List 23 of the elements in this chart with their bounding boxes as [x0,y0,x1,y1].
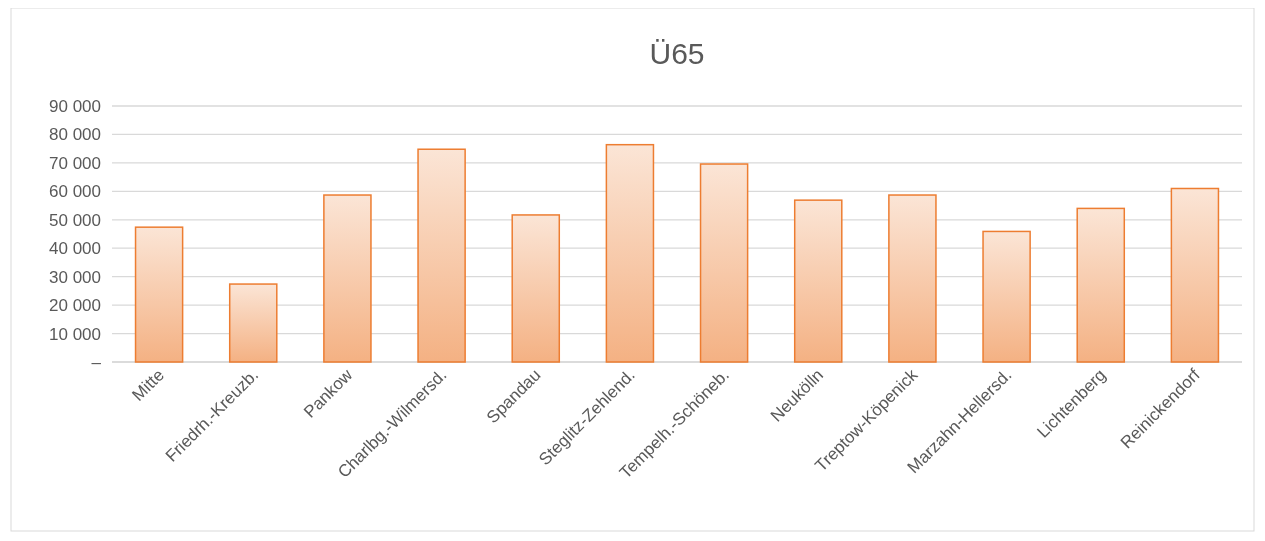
bar [1170,187,1220,363]
y-tick-label: 40 000 [49,239,101,259]
bar [699,163,749,363]
bar [605,143,655,363]
bar [511,214,561,363]
y-tick-label: 70 000 [49,153,101,173]
y-tick-label: – [91,352,102,372]
chart-title: Ü65 [649,37,705,70]
y-tick-label: 50 000 [49,210,101,230]
bar [323,194,372,363]
y-tick-label: 80 000 [49,125,101,145]
y-tick-label: 90 000 [49,96,101,116]
bar [1076,207,1126,363]
bar [417,148,466,363]
bar [888,194,937,363]
bar [134,226,184,363]
y-tick-label: 30 000 [49,267,101,287]
y-tick-label: 20 000 [49,296,101,316]
bar [228,283,278,363]
bar [982,230,1031,363]
y-tick-label: 60 000 [49,182,101,202]
y-tick-label: 10 000 [49,324,101,344]
bar [793,199,843,363]
